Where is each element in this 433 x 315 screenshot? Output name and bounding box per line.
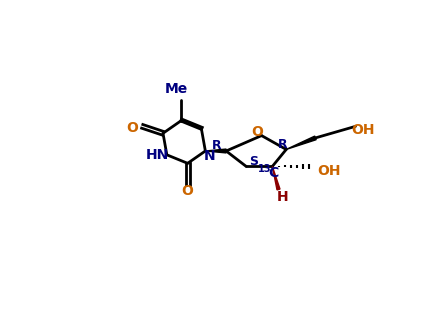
Polygon shape — [205, 149, 226, 153]
Text: R: R — [212, 139, 222, 152]
Text: Me: Me — [165, 83, 188, 96]
Text: OH: OH — [352, 123, 375, 137]
Polygon shape — [272, 166, 280, 190]
Text: O: O — [251, 125, 263, 139]
Text: 13: 13 — [258, 164, 271, 175]
Text: O: O — [126, 121, 138, 135]
Text: N: N — [204, 149, 215, 163]
Text: HN: HN — [146, 148, 169, 162]
Polygon shape — [286, 136, 316, 149]
Text: C: C — [268, 166, 278, 180]
Text: S: S — [249, 154, 259, 168]
Text: R: R — [278, 138, 287, 151]
Text: O: O — [182, 184, 194, 198]
Text: OH: OH — [317, 164, 340, 178]
Text: H: H — [277, 190, 288, 204]
